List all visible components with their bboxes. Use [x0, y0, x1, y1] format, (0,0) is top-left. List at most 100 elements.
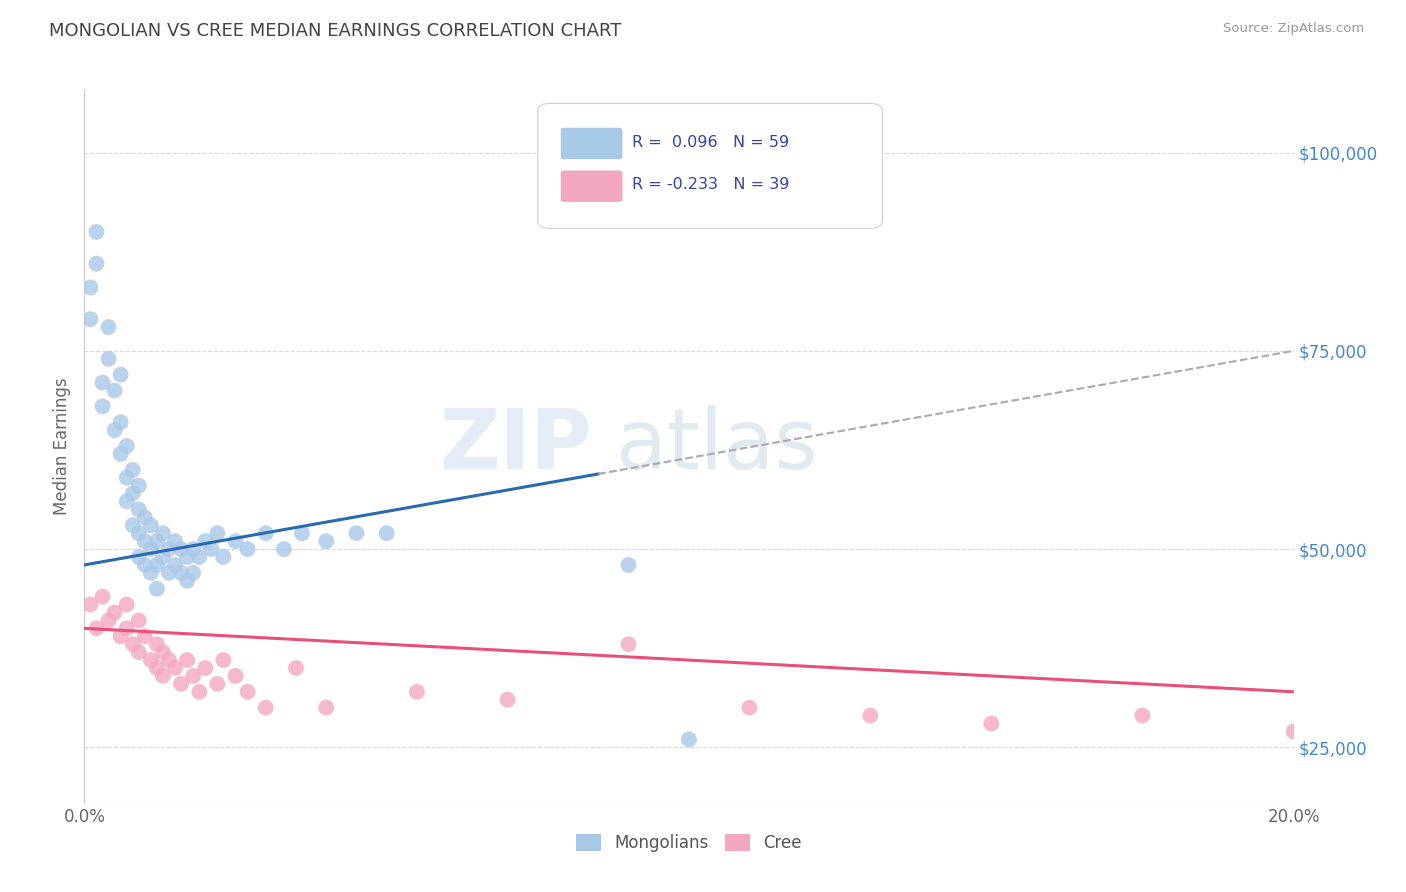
Point — [225, 669, 247, 683]
Point — [170, 677, 193, 691]
Point — [110, 415, 132, 429]
Point — [236, 542, 259, 557]
Point — [165, 661, 187, 675]
Point — [176, 653, 198, 667]
Point — [86, 621, 108, 635]
Point — [617, 637, 640, 651]
Legend: Mongolians, Cree: Mongolians, Cree — [569, 827, 808, 859]
Point — [285, 661, 308, 675]
Point — [181, 542, 204, 557]
Point — [128, 526, 150, 541]
Point — [291, 526, 314, 541]
Text: ZIP: ZIP — [440, 406, 592, 486]
Point — [86, 225, 108, 239]
Point — [188, 549, 211, 564]
Point — [128, 645, 150, 659]
Point — [115, 439, 138, 453]
Point — [188, 685, 211, 699]
Point — [115, 494, 138, 508]
Point — [97, 320, 120, 334]
FancyBboxPatch shape — [561, 128, 623, 159]
Point — [212, 653, 235, 667]
Point — [152, 669, 174, 683]
Point — [170, 542, 193, 557]
Point — [152, 526, 174, 541]
Point — [1282, 724, 1305, 739]
Point — [181, 669, 204, 683]
Point — [207, 526, 229, 541]
Text: R =  0.096   N = 59: R = 0.096 N = 59 — [633, 135, 789, 150]
FancyBboxPatch shape — [561, 170, 623, 202]
FancyBboxPatch shape — [538, 103, 883, 228]
Point — [104, 384, 127, 398]
Point — [146, 637, 169, 651]
Point — [139, 653, 162, 667]
Point — [678, 732, 700, 747]
Point — [79, 312, 101, 326]
Point — [128, 478, 150, 492]
Point — [176, 549, 198, 564]
Point — [104, 423, 127, 437]
Y-axis label: Median Earnings: Median Earnings — [53, 377, 72, 515]
Point — [181, 566, 204, 580]
Point — [254, 700, 277, 714]
Point — [212, 549, 235, 564]
Point — [110, 368, 132, 382]
Point — [225, 534, 247, 549]
Point — [121, 463, 143, 477]
Point — [738, 700, 761, 714]
Point — [115, 621, 138, 635]
Point — [146, 582, 169, 596]
Point — [79, 280, 101, 294]
Point — [97, 614, 120, 628]
Point — [236, 685, 259, 699]
Point — [859, 708, 882, 723]
Point — [146, 534, 169, 549]
Point — [128, 502, 150, 516]
Point — [139, 518, 162, 533]
Point — [346, 526, 368, 541]
Point — [115, 598, 138, 612]
Point — [139, 542, 162, 557]
Point — [79, 598, 101, 612]
Point — [496, 692, 519, 706]
Point — [110, 447, 132, 461]
Point — [170, 566, 193, 580]
Point — [194, 534, 217, 549]
Text: MONGOLIAN VS CREE MEDIAN EARNINGS CORRELATION CHART: MONGOLIAN VS CREE MEDIAN EARNINGS CORREL… — [49, 22, 621, 40]
Point — [176, 574, 198, 588]
Point — [146, 661, 169, 675]
Point — [91, 376, 114, 390]
Point — [128, 614, 150, 628]
Point — [617, 558, 640, 572]
Point — [139, 566, 162, 580]
Text: atlas: atlas — [616, 406, 818, 486]
Point — [134, 510, 156, 524]
Point — [157, 653, 180, 667]
Point — [165, 558, 187, 572]
Point — [115, 471, 138, 485]
Point — [254, 526, 277, 541]
Point — [104, 606, 127, 620]
Point — [91, 400, 114, 414]
Point — [134, 534, 156, 549]
Point — [375, 526, 398, 541]
Point — [165, 534, 187, 549]
Point — [980, 716, 1002, 731]
Point — [134, 558, 156, 572]
Point — [97, 351, 120, 366]
Point — [157, 542, 180, 557]
Point — [194, 661, 217, 675]
Point — [128, 549, 150, 564]
Text: R = -0.233   N = 39: R = -0.233 N = 39 — [633, 178, 790, 193]
Point — [91, 590, 114, 604]
Point — [1130, 708, 1153, 723]
Point — [200, 542, 222, 557]
Point — [273, 542, 295, 557]
Point — [86, 257, 108, 271]
Point — [134, 629, 156, 643]
Point — [207, 677, 229, 691]
Point — [146, 558, 169, 572]
Point — [157, 566, 180, 580]
Point — [315, 534, 337, 549]
